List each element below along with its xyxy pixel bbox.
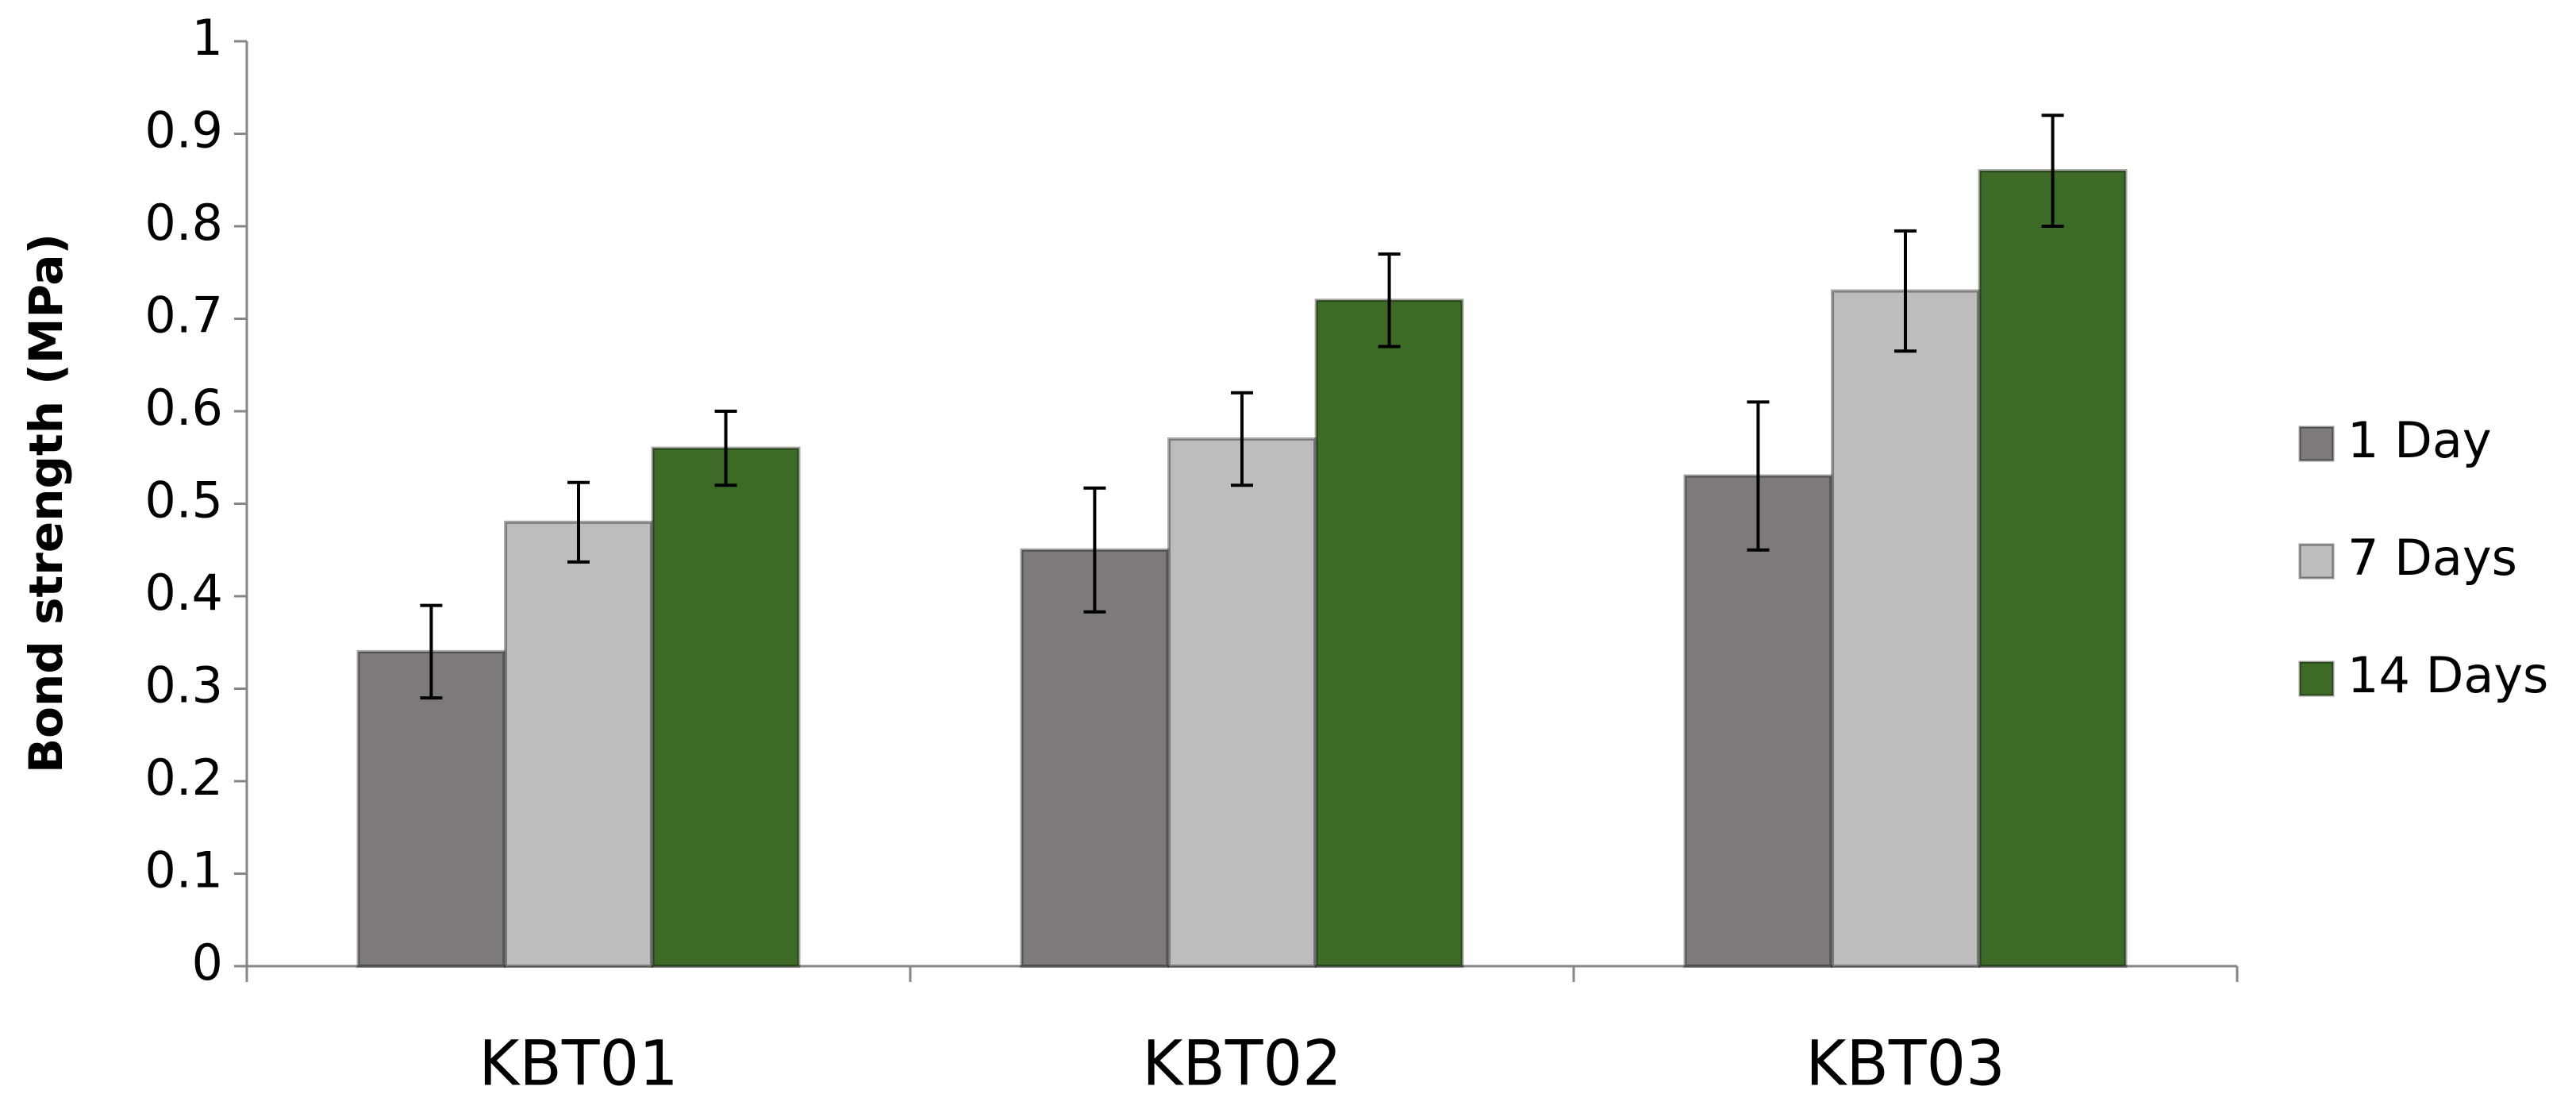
error-bar [714, 410, 737, 487]
legend-label: 1 Day [2347, 411, 2492, 469]
error-bar [1231, 391, 1253, 487]
x-tick-label: KBT03 [1805, 1028, 2005, 1100]
error-bar [1894, 229, 1917, 353]
y-tick-label: 0.2 [144, 749, 223, 807]
legend-swatch [2298, 661, 2335, 697]
legend-swatch [2298, 543, 2335, 580]
legend-label: 7 Days [2347, 529, 2517, 587]
y-tick-label: 0.1 [144, 842, 223, 899]
y-tick-label: 0.8 [144, 194, 223, 252]
y-tick-label: 0.6 [144, 379, 223, 437]
bar [1167, 437, 1317, 968]
y-tick-label: 0.7 [144, 287, 223, 345]
error-bar [1747, 400, 1770, 552]
bar [1978, 169, 2128, 969]
bar [356, 649, 506, 969]
bar [1314, 299, 1464, 968]
y-tick-label: 0.5 [144, 472, 223, 530]
bar [1683, 474, 1833, 968]
error-bar [567, 480, 590, 564]
y-tick-label: 0.4 [144, 564, 223, 622]
error-bar [1378, 252, 1401, 349]
y-tick-label: 0.3 [144, 657, 223, 714]
bar [504, 520, 653, 968]
x-tick-label: KBT02 [1142, 1028, 1342, 1100]
bar [651, 446, 801, 968]
y-tick-label: 0.9 [144, 102, 223, 160]
legend-label: 14 Days [2347, 646, 2548, 704]
error-bar [420, 603, 443, 700]
error-bar [2041, 114, 2064, 228]
legend-swatch [2298, 426, 2335, 462]
y-tick-label: 1 [192, 9, 223, 67]
x-tick-label: KBT01 [479, 1028, 679, 1100]
y-tick-label: 0 [192, 934, 223, 992]
y-axis-title: Bond strength (MPa) [19, 233, 73, 773]
bar [1831, 289, 1980, 968]
bar [1020, 548, 1170, 968]
error-bar [1083, 486, 1106, 614]
